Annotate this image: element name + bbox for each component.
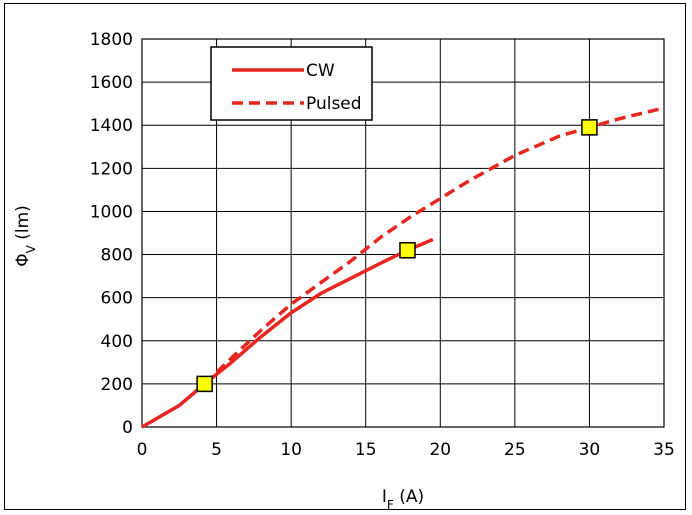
x-axis-title: IF (A) <box>382 487 424 512</box>
y-tick-label: 0 <box>122 418 133 438</box>
square-marker <box>196 375 213 393</box>
data-markers <box>196 119 598 393</box>
legend-box <box>210 46 373 121</box>
series-lines <box>141 106 665 429</box>
x-tick-label: 5 <box>211 440 222 460</box>
x-tick-label: 35 <box>653 440 675 460</box>
y-tick-label: 1400 <box>90 116 133 136</box>
series-line-cw <box>141 237 434 429</box>
x-tick-label: 0 <box>137 440 148 460</box>
x-tick-label: 10 <box>280 440 302 460</box>
x-tick-label: 15 <box>355 440 377 460</box>
y-tick-label: 800 <box>101 246 133 266</box>
y-tick-label: 600 <box>101 289 133 309</box>
legend: CW Pulsed <box>210 46 373 121</box>
y-tick-label: 200 <box>101 375 133 395</box>
x-tick-label: 20 <box>429 440 451 460</box>
series-line-pulsed <box>203 106 665 386</box>
y-tick-label: 1600 <box>90 73 133 93</box>
y-tick-label: 400 <box>101 332 133 352</box>
square-marker <box>581 119 598 136</box>
x-tick-label: 25 <box>504 440 526 460</box>
tick-labels: 0 5 10 15 20 25 30 35 0 200 400 600 800 1000 1200 1400 1… <box>90 30 675 460</box>
legend-label-pulsed: Pulsed <box>306 94 362 114</box>
y-tick-label: 1800 <box>90 30 133 50</box>
legend-label-cw: CW <box>306 61 335 81</box>
square-marker <box>399 241 416 259</box>
y-tick-label: 1200 <box>90 159 133 179</box>
y-tick-label: 1000 <box>90 202 133 222</box>
x-tick-label: 30 <box>579 440 601 460</box>
y-axis-title: ΦV (lm) <box>13 205 38 267</box>
